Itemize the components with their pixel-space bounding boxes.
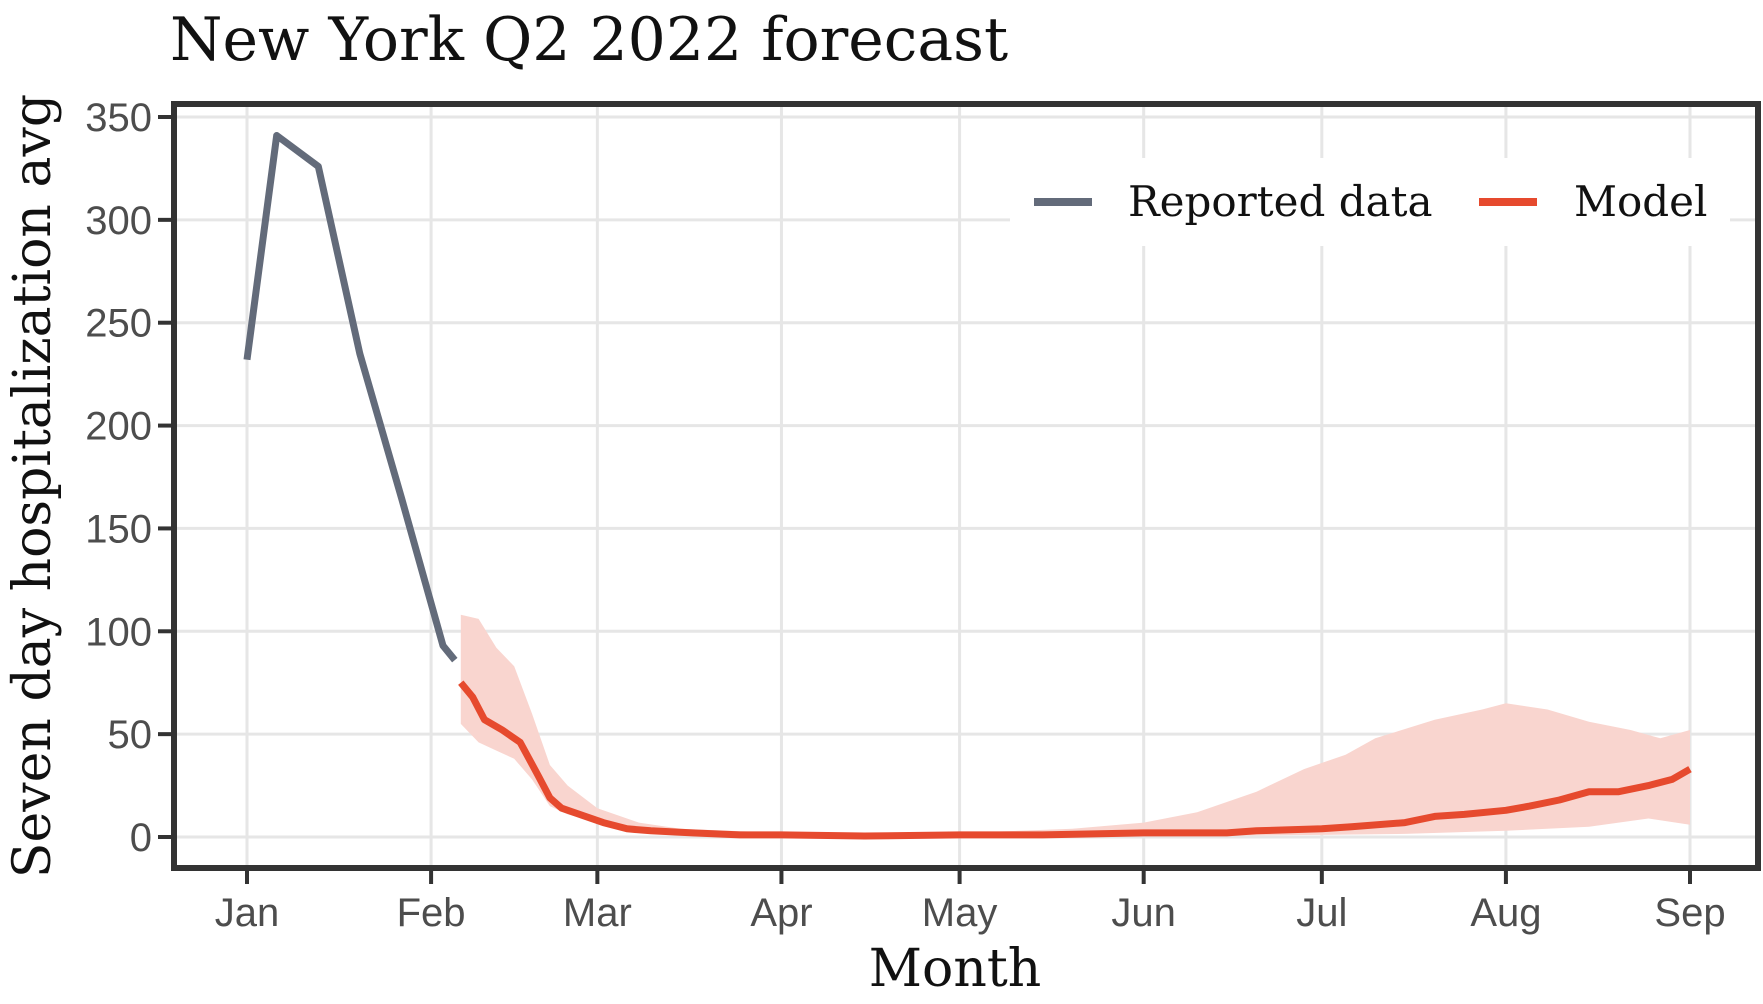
- y-tick-label: 350: [85, 96, 152, 140]
- reported-data-line: [243, 132, 458, 663]
- x-tick-label: Aug: [1470, 891, 1541, 935]
- x-tick-label: Jul: [1296, 891, 1347, 935]
- axis-ticks: 0 50 100 150 200 250 300 350 Jan Feb Mar Apr May Jun J…: [85, 96, 1725, 935]
- x-tick-label: May: [922, 891, 998, 935]
- y-axis-title: Seven day hospitalization avg: [3, 94, 63, 878]
- y-tick-label: 250: [85, 302, 152, 346]
- x-tick-label: Jun: [1111, 891, 1176, 935]
- legend-label-reported: Reported data: [1128, 177, 1433, 226]
- legend-background: [1010, 158, 1730, 246]
- plot-frame: [171, 101, 1761, 871]
- y-tick-label: 200: [85, 405, 152, 449]
- confidence-band: [460, 614, 1690, 836]
- y-tick-label: 300: [85, 199, 152, 243]
- x-tick-label: Jan: [215, 891, 280, 935]
- legend: Reported data Model: [1010, 158, 1730, 246]
- legend-label-model: Model: [1574, 177, 1707, 226]
- x-tick-label: Apr: [750, 891, 812, 935]
- model-uncertainty-band: [460, 614, 1690, 836]
- y-tick-label: 150: [85, 507, 152, 551]
- x-tick-label: Sep: [1654, 891, 1725, 935]
- x-axis-title: Month: [869, 939, 1041, 999]
- model-line: [458, 680, 1692, 840]
- x-tick-label: Mar: [563, 891, 632, 935]
- y-tick-label: 50: [108, 713, 153, 757]
- y-tick-label: 100: [85, 610, 152, 654]
- y-tick-label: 0: [130, 816, 152, 860]
- series-lines: [243, 132, 1692, 840]
- x-tick-label: Feb: [397, 891, 466, 935]
- chart-title: New York Q2 2022 forecast: [170, 5, 1008, 75]
